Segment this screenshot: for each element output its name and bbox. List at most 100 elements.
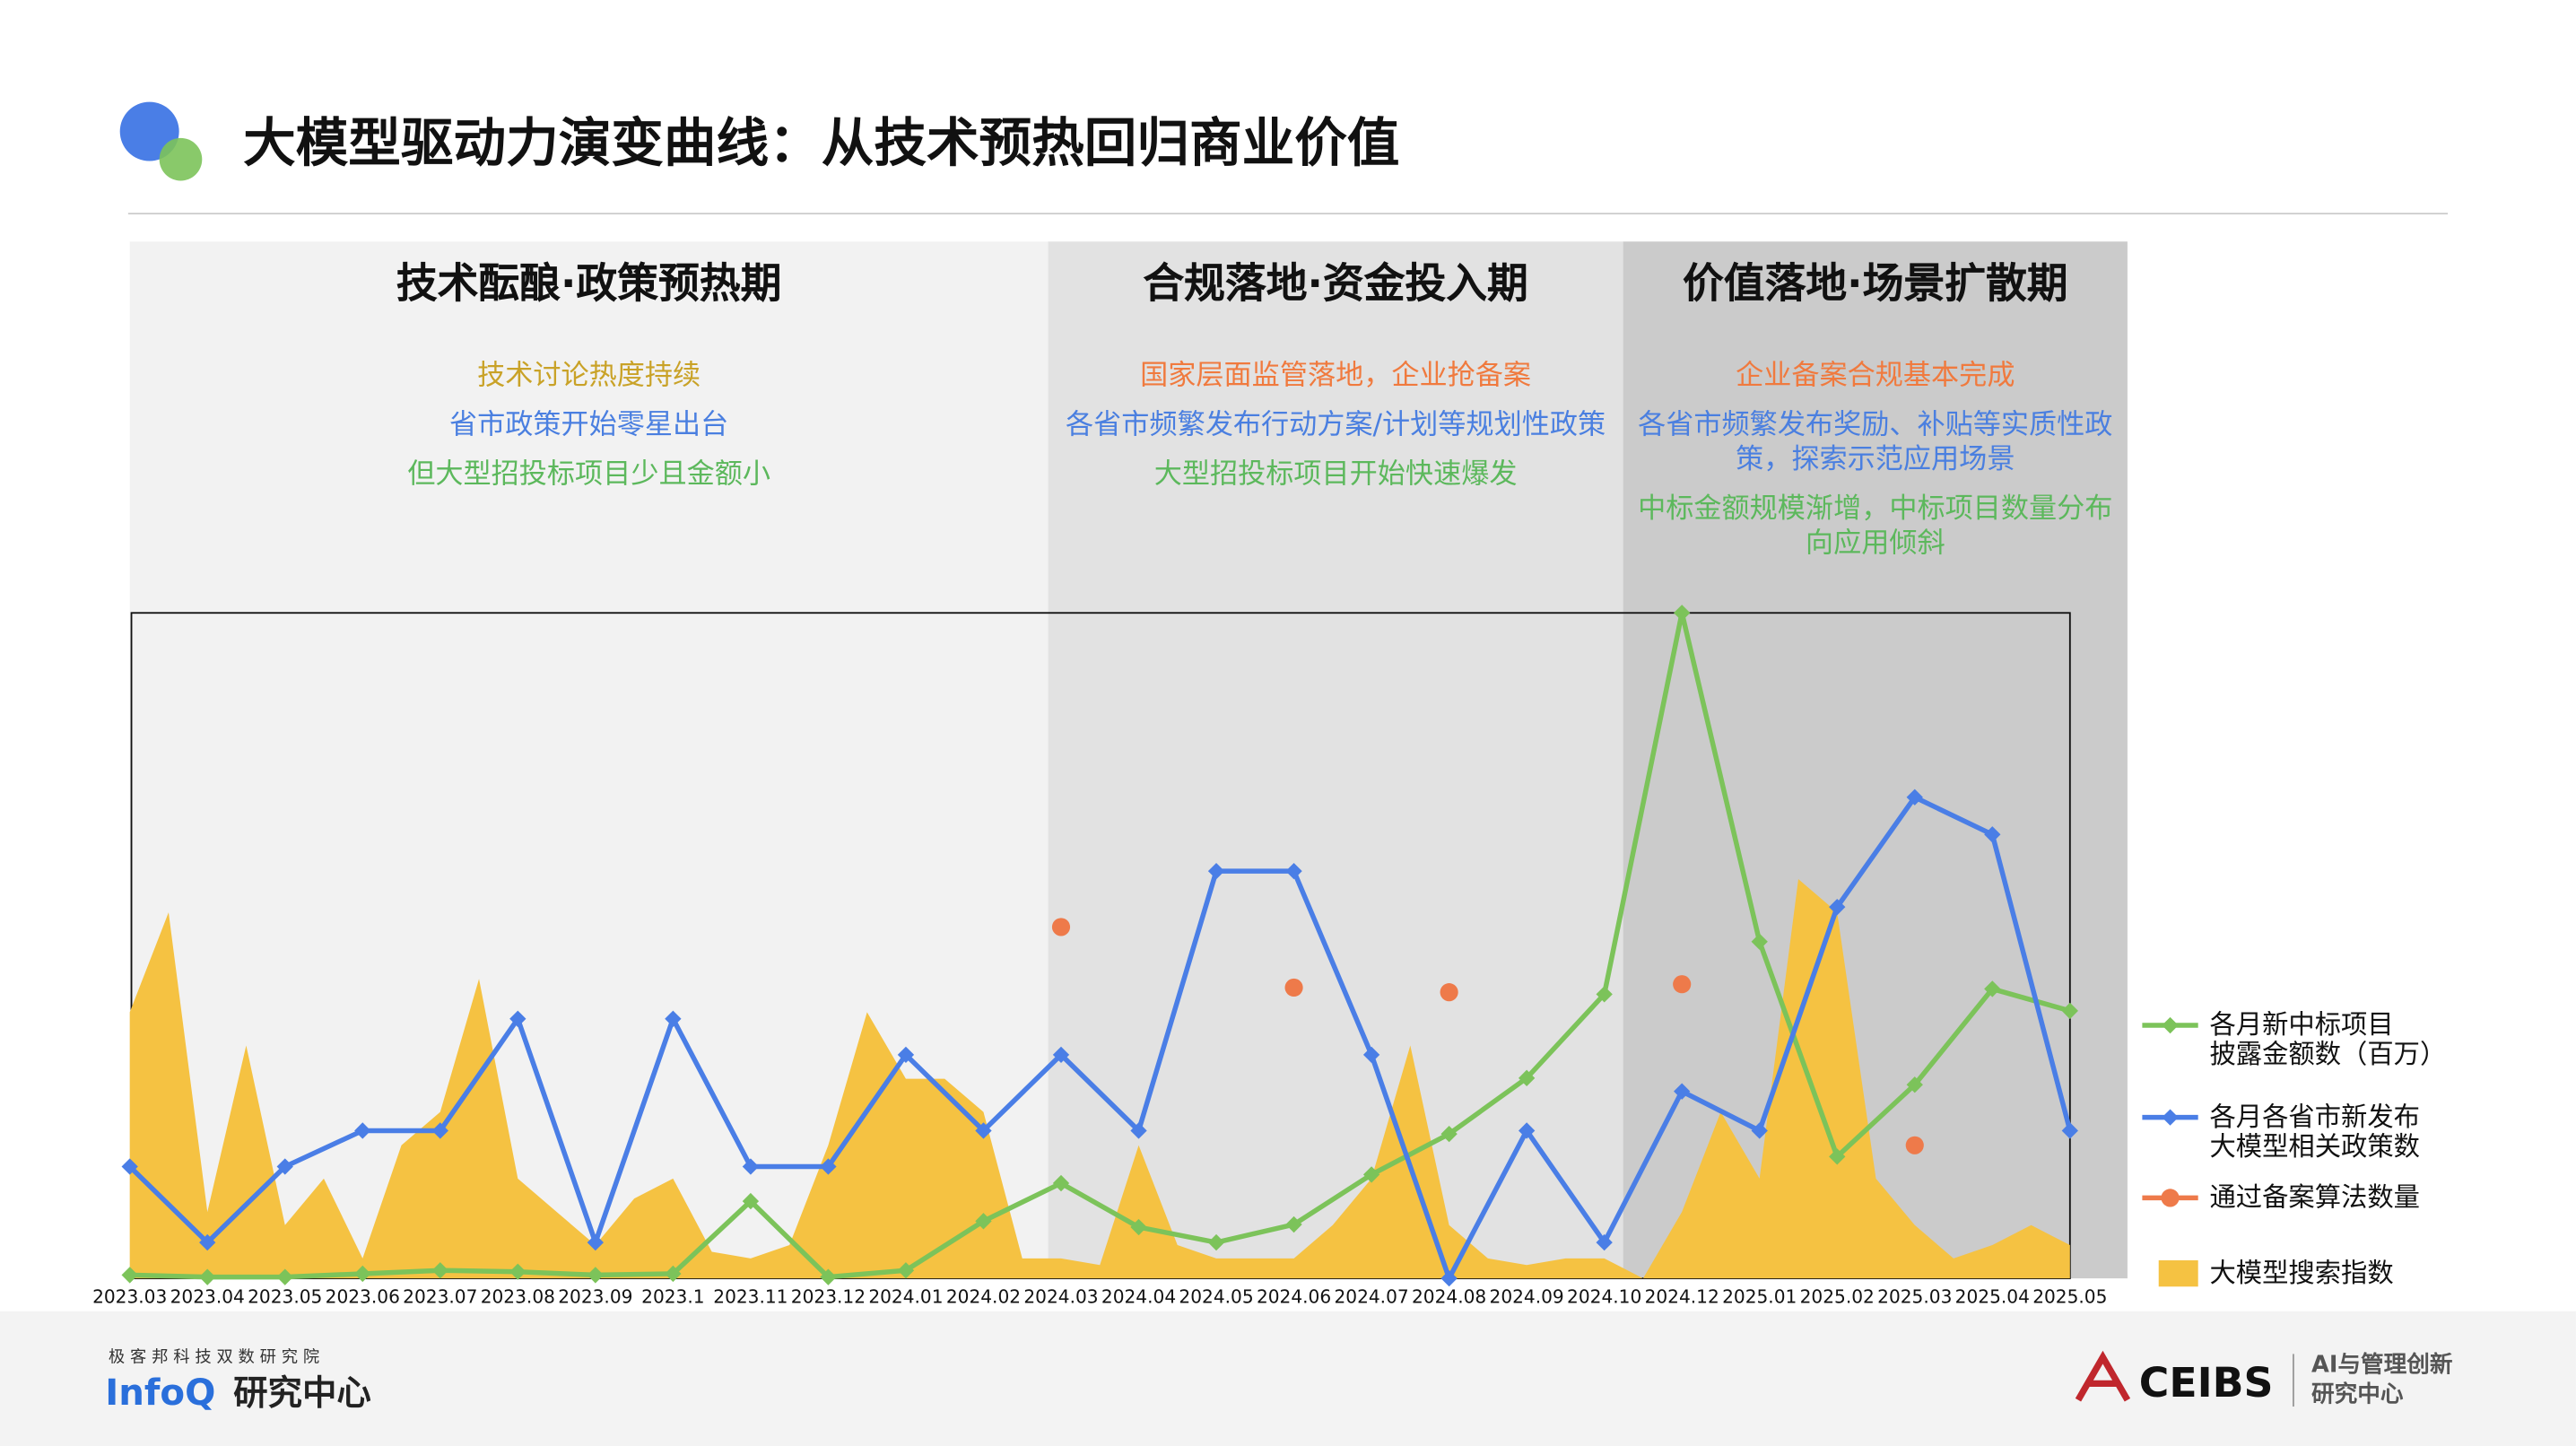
x-tick-label: 2024.06 bbox=[1257, 1286, 1331, 1308]
marker bbox=[2061, 1122, 2078, 1139]
x-tick-label: 2024.01 bbox=[868, 1286, 943, 1308]
marker bbox=[1751, 1122, 1768, 1139]
phase-title: 合规落地·资金投入期 bbox=[1143, 259, 1528, 308]
marker bbox=[1362, 1046, 1380, 1064]
footer-brand: InfoQ bbox=[105, 1372, 215, 1414]
footer-text: 研究中心 bbox=[2311, 1381, 2404, 1408]
x-tick-label: 2024.04 bbox=[1101, 1286, 1176, 1308]
marker bbox=[587, 1233, 605, 1251]
marker bbox=[897, 1262, 915, 1279]
phase-note: 省市政策开始零星出台 bbox=[448, 409, 729, 442]
marker bbox=[1984, 980, 2001, 997]
phase-note: 各省市频繁发布行动方案/计划等规划性政策 bbox=[1066, 409, 1606, 442]
marker bbox=[509, 1263, 527, 1280]
marker bbox=[1518, 1122, 1536, 1139]
line bbox=[129, 612, 2071, 1280]
marker bbox=[509, 1010, 527, 1027]
marker bbox=[1751, 933, 1768, 950]
marker bbox=[1207, 862, 1225, 880]
legend-label: 通过备案算法数量 bbox=[2209, 1181, 2420, 1213]
marker bbox=[1130, 1122, 1147, 1139]
x-tick-label: 2023.07 bbox=[403, 1286, 477, 1308]
marker bbox=[1051, 918, 1071, 936]
x-tick-label: 2023.12 bbox=[791, 1286, 866, 1308]
marker bbox=[354, 1122, 371, 1139]
marker bbox=[1906, 788, 1923, 806]
chart-title: 大模型驱动力演变曲线：从技术预热回归商业价值 bbox=[243, 113, 1399, 174]
x-tick-label: 2023.09 bbox=[558, 1286, 632, 1308]
footer-bar bbox=[0, 1311, 2576, 1446]
marker bbox=[1284, 978, 1303, 997]
logo-dot bbox=[159, 137, 203, 181]
marker bbox=[431, 1262, 448, 1279]
phase-title: 价值落地·场景扩散期 bbox=[1683, 259, 2068, 308]
legend-swatch bbox=[2158, 1259, 2198, 1287]
footer-text: 极 客 邦 科 技 双 数 研 究 院 bbox=[109, 1348, 319, 1367]
x-tick-label: 2024.12 bbox=[1645, 1286, 1719, 1308]
x-tick-label: 2025.04 bbox=[1955, 1286, 2030, 1308]
phase: 价值落地·场景扩散期企业备案合规基本完成各省市频繁发布奖励、补贴等实质性政策，探… bbox=[1623, 241, 2128, 1278]
x-tick-label: 2025.05 bbox=[2032, 1286, 2107, 1308]
marker bbox=[742, 1192, 760, 1210]
x-tick-label: 2023.1 bbox=[641, 1286, 704, 1308]
x-tick-label: 2023.06 bbox=[326, 1286, 400, 1308]
footer-text: AI与管理创新 bbox=[2311, 1351, 2452, 1379]
marker bbox=[1440, 983, 1458, 1002]
phase-note: 中标金额规模渐增，中标项目数量分布向应用倾斜 bbox=[1638, 492, 2113, 561]
legend-label: 各月新中标项目 披露金额数（百万） bbox=[2209, 1008, 2447, 1070]
marker bbox=[1674, 605, 1691, 622]
phase-note: 企业备案合规基本完成 bbox=[1736, 360, 2015, 393]
marker bbox=[975, 1122, 992, 1139]
x-tick-label: 2023.08 bbox=[481, 1286, 555, 1308]
x-tick-label: 2025.02 bbox=[1800, 1286, 1875, 1308]
x-tick-label: 2025.03 bbox=[1877, 1286, 1952, 1308]
marker bbox=[431, 1122, 448, 1139]
legend-swatch bbox=[2162, 1016, 2179, 1034]
ceibs-icon bbox=[2075, 1350, 2131, 1402]
marker bbox=[354, 1265, 371, 1283]
phase-note: 但大型招投标项目少且金额小 bbox=[407, 458, 771, 492]
x-tick-label: 2023.05 bbox=[248, 1286, 322, 1308]
phase-note: 大型招投标项目开始快速爆发 bbox=[1153, 458, 1518, 492]
phase: 合规落地·资金投入期国家层面监管落地，企业抢备案各省市频繁发布行动方案/计划等规… bbox=[1049, 241, 1623, 1278]
x-tick-label: 2023.03 bbox=[92, 1286, 167, 1308]
marker bbox=[1829, 1148, 1846, 1165]
marker bbox=[1596, 1233, 1613, 1251]
phase-note: 各省市频繁发布奖励、补贴等实质性政策，探索示范应用场景 bbox=[1638, 409, 2113, 477]
marker bbox=[2061, 1002, 2078, 1020]
x-tick-label: 2024.03 bbox=[1023, 1286, 1098, 1308]
marker bbox=[1130, 1218, 1147, 1236]
marker bbox=[1984, 826, 2001, 843]
x-tick-label: 2024.10 bbox=[1567, 1286, 1641, 1308]
phase: 技术酝酿·政策预热期技术讨论热度持续 省市政策开始零星出台但大型招投标项目少且金额… bbox=[130, 241, 1049, 1278]
x-tick-label: 2024.08 bbox=[1412, 1286, 1486, 1308]
legend-label: 各月各省市新发布 大模型相关政策数 bbox=[2209, 1101, 2420, 1163]
x-tick-label: 2024.05 bbox=[1179, 1286, 1253, 1308]
legend-swatch bbox=[2161, 1189, 2180, 1207]
x-tick-label: 2023.11 bbox=[713, 1286, 788, 1308]
marker bbox=[1905, 1136, 1924, 1154]
marker bbox=[1285, 862, 1302, 880]
legend-label: 大模型搜索指数 bbox=[2209, 1257, 2394, 1289]
x-tick-label: 2025.01 bbox=[1722, 1286, 1797, 1308]
phase-note: 国家层面监管落地，企业抢备案 bbox=[1140, 360, 1532, 393]
marker bbox=[1674, 1083, 1691, 1100]
footer-brand: CEIBS bbox=[2139, 1358, 2274, 1407]
footer-brand: 研究中心 bbox=[233, 1373, 371, 1414]
x-tick-label: 2024.02 bbox=[946, 1286, 1021, 1308]
phase-note: 技术讨论热度持续 bbox=[477, 360, 701, 393]
marker bbox=[1207, 1233, 1225, 1251]
marker bbox=[1829, 899, 1846, 916]
x-tick-label: 2024.09 bbox=[1490, 1286, 1564, 1308]
x-tick-label: 2023.04 bbox=[170, 1286, 245, 1308]
marker bbox=[199, 1233, 216, 1251]
legend-swatch bbox=[2162, 1109, 2179, 1126]
line bbox=[127, 794, 2073, 1285]
x-tick-label: 2024.07 bbox=[1334, 1286, 1408, 1308]
area bbox=[129, 879, 2070, 1279]
phase-title: 技术酝酿·政策预热期 bbox=[396, 259, 782, 308]
marker bbox=[1673, 975, 1692, 994]
